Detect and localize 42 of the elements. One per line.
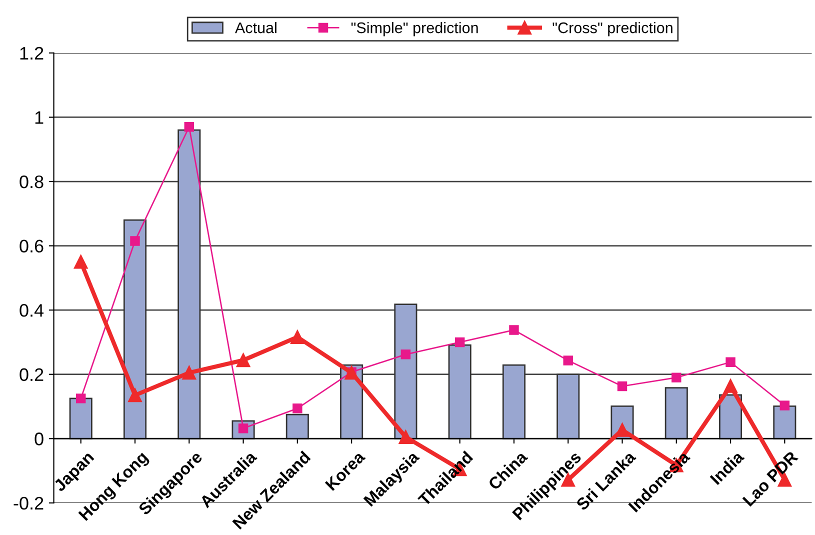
point <box>130 236 140 246</box>
point <box>617 381 628 392</box>
bar <box>69 398 92 440</box>
point <box>236 353 250 368</box>
point <box>182 366 196 380</box>
point <box>290 330 304 344</box>
bar <box>178 129 201 440</box>
point <box>184 122 194 132</box>
point <box>780 400 790 410</box>
point <box>509 325 519 335</box>
y-tick-label: 1 <box>35 111 44 124</box>
legend-label: "Cross" prediction <box>552 22 672 36</box>
bar <box>286 414 309 440</box>
bar <box>556 374 580 440</box>
point <box>344 366 358 380</box>
y-tick-label: 1.2 <box>20 46 44 60</box>
bar <box>773 405 796 440</box>
point <box>563 356 573 366</box>
point <box>292 404 302 414</box>
point <box>74 254 88 269</box>
bar <box>448 344 472 440</box>
point <box>128 388 142 402</box>
bar <box>123 219 147 440</box>
point <box>454 337 465 348</box>
legend-label: "Simple" prediction <box>351 22 478 36</box>
point <box>724 378 738 393</box>
point <box>400 350 411 360</box>
y-tick-label: 0.8 <box>20 175 44 188</box>
point <box>672 372 682 382</box>
point <box>76 394 86 404</box>
point <box>398 430 413 444</box>
bar <box>394 304 418 440</box>
point <box>726 357 736 367</box>
point <box>615 423 630 437</box>
y-tick-label: -0.2 <box>14 496 44 510</box>
legend-label: Actual <box>234 22 276 34</box>
bar <box>664 387 688 440</box>
y-tick-label: 0.4 <box>20 304 44 317</box>
y-tick-label: 0.2 <box>20 368 44 382</box>
bar <box>502 364 526 440</box>
y-tick-label: 0 <box>34 432 44 446</box>
y-tick-label: 0.6 <box>20 240 44 253</box>
